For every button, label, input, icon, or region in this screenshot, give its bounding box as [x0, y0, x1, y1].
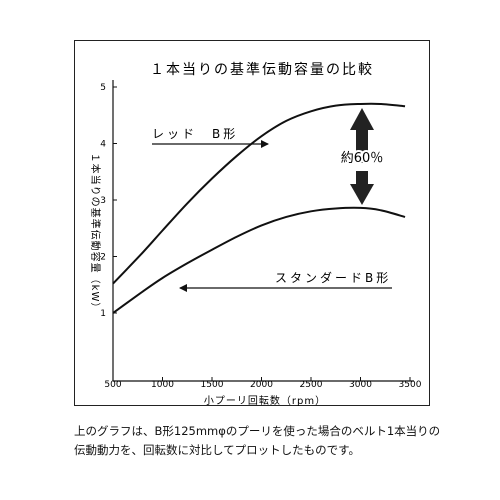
y-tick-label: 1	[100, 309, 106, 319]
y-tick-label: 5	[100, 83, 106, 93]
chart-frame	[74, 40, 430, 406]
chart-title: １本当りの基準伝動容量の比較	[150, 61, 374, 78]
difference-arrow	[350, 108, 374, 205]
x-tick-label: 2500	[300, 380, 323, 390]
series-line-standard-b	[112, 206, 406, 314]
y-axis-label: １本当りの基準伝動容量（kW）	[89, 153, 102, 314]
series-line-red-b	[112, 102, 406, 285]
y-tick-label: 2	[100, 253, 106, 263]
x-tick-label: 1000	[151, 380, 174, 390]
caption-line-2: 伝動動力を、回転数に対比してプロットしたものです。	[74, 443, 361, 457]
axes	[112, 80, 414, 382]
series-label-standard-b: スタンダードB形	[275, 270, 391, 285]
caption-line-1: 上のグラフは、B形125mmφのプーリを使った場合のベルト1本当りの	[74, 424, 441, 438]
y-tick-label: 3	[100, 196, 106, 206]
tick-marks	[112, 86, 411, 381]
x-tick-label: 2000	[250, 380, 273, 390]
difference-annotation: 約60％	[341, 151, 384, 166]
caption: 上のグラフは、B形125mmφのプーリを使った場合のベルト1本当りの 伝動動力を…	[74, 422, 454, 460]
x-tick-label: 1500	[201, 380, 224, 390]
x-tick-label: 3500	[399, 380, 422, 390]
series-lines	[112, 102, 406, 314]
x-axis-label: 小プーリ回転数（rpm）	[204, 394, 326, 407]
series-label-red-b: レッド B形	[152, 127, 238, 141]
x-tick-label: 3000	[349, 380, 372, 390]
y-tick-label: 4	[100, 140, 106, 150]
x-tick-label: 500	[104, 380, 121, 390]
